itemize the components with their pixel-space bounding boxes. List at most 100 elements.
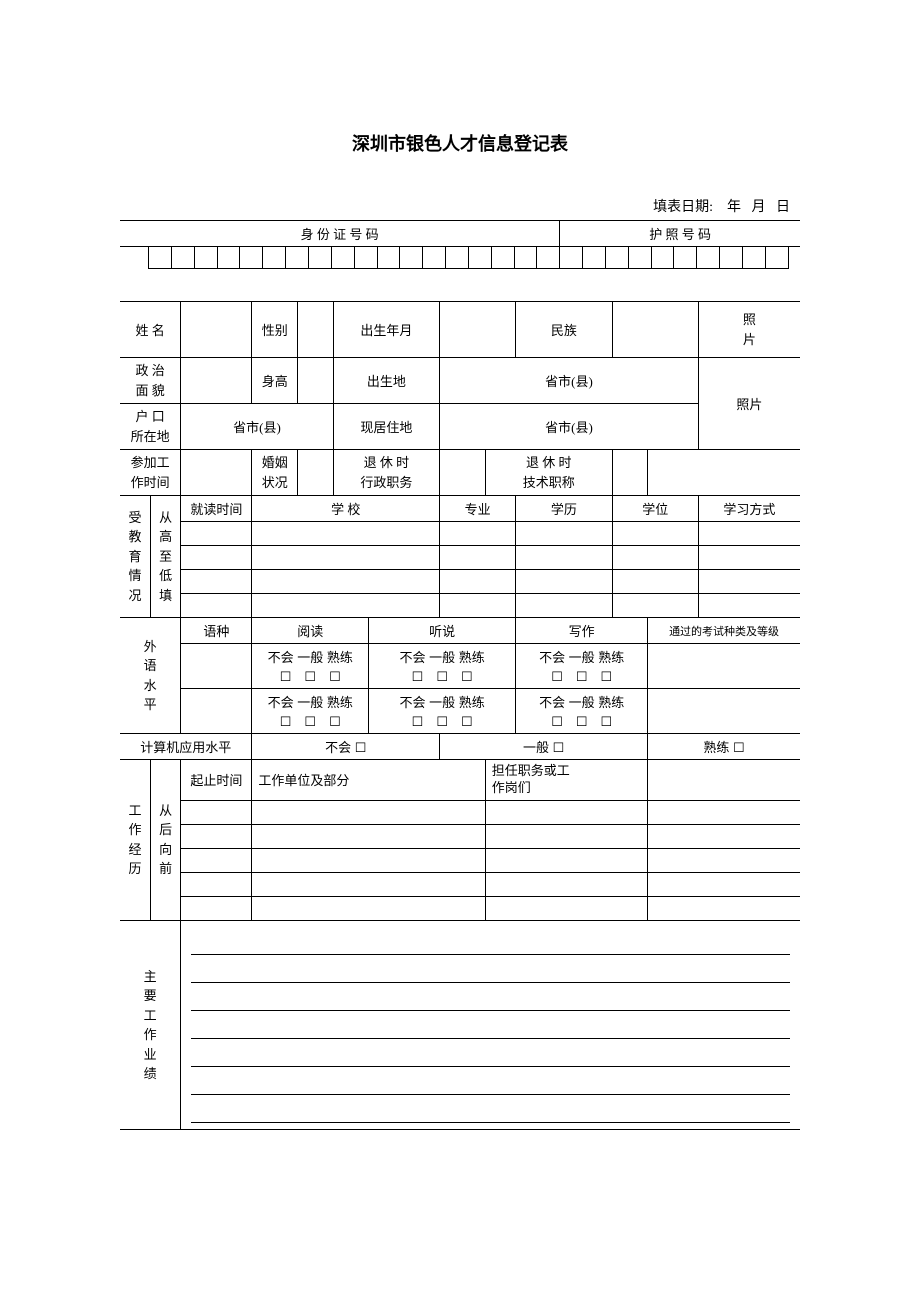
lang-read-boxes[interactable]: 不会 一般 熟练☐ ☐ ☐ <box>252 689 369 734</box>
comp-hi[interactable]: 熟练 ☐ <box>648 734 800 760</box>
lang-type-input[interactable] <box>181 689 252 734</box>
lang-listen-boxes[interactable]: 不会 一般 熟练☐ ☐ ☐ <box>369 644 516 689</box>
id-cell[interactable] <box>400 247 423 269</box>
work-row[interactable] <box>181 824 252 848</box>
id-cell[interactable] <box>263 247 286 269</box>
id-cell[interactable] <box>446 247 469 269</box>
label-gender: 性别 <box>252 302 298 358</box>
photo-area[interactable]: 照片 <box>698 358 800 450</box>
input-dob[interactable] <box>440 302 516 358</box>
lang-write-boxes[interactable]: 不会 一般 熟练☐ ☐ ☐ <box>516 689 648 734</box>
lang-listen-boxes[interactable]: 不会 一般 熟练☐ ☐ ☐ <box>369 689 516 734</box>
passport-cell[interactable] <box>697 247 720 269</box>
work-row[interactable] <box>181 896 252 920</box>
id-cell[interactable] <box>468 247 491 269</box>
id-cell[interactable] <box>171 247 194 269</box>
main-form-table: 姓 名 性别 出生年月 民族 照片 政 治面 貌 身高 出生地 省市(县) 照片… <box>120 301 800 1130</box>
input-extra[interactable] <box>648 450 800 496</box>
id-cell[interactable] <box>240 247 263 269</box>
passport-cell[interactable] <box>765 247 788 269</box>
lang-write-boxes[interactable]: 不会 一般 熟练☐ ☐ ☐ <box>516 644 648 689</box>
lang-exam-input[interactable] <box>648 644 800 689</box>
work-col-extra[interactable] <box>648 760 800 801</box>
id-cell[interactable] <box>491 247 514 269</box>
input-workstart[interactable] <box>181 450 252 496</box>
achievement-line[interactable] <box>191 1011 790 1039</box>
input-name[interactable] <box>181 302 252 358</box>
label-edu-left: 受教育情况 <box>120 496 150 618</box>
label-edu-right: 从高至低填 <box>150 496 180 618</box>
input-marital[interactable] <box>298 450 334 496</box>
achievement-line[interactable] <box>191 1039 790 1067</box>
fill-date-line: 填表日期: 年 月 日 <box>120 196 800 216</box>
label-ethnic: 民族 <box>516 302 612 358</box>
comp-mid[interactable]: 一般 ☐ <box>440 734 648 760</box>
form-title: 深圳市银色人才信息登记表 <box>120 130 800 156</box>
input-residence[interactable]: 省市(县) <box>440 404 699 450</box>
lang-col-listen: 听说 <box>369 618 516 644</box>
lang-exam-input[interactable] <box>648 689 800 734</box>
work-col-unit: 工作单位及部分 <box>252 760 485 801</box>
id-number-table: 身 份 证 号 码 护 照 号 码 <box>120 220 800 269</box>
id-cell[interactable] <box>308 247 331 269</box>
achievement-lines <box>191 927 790 1124</box>
edu-col-major: 专业 <box>440 496 516 522</box>
work-row[interactable] <box>181 872 252 896</box>
edu-row[interactable] <box>181 570 252 594</box>
work-col-post: 担任职务或工作岗们 <box>485 760 647 801</box>
passport-cell[interactable] <box>605 247 628 269</box>
input-hukou[interactable]: 省市(县) <box>181 404 333 450</box>
id-cell[interactable] <box>217 247 240 269</box>
achievement-line[interactable] <box>191 1067 790 1095</box>
id-cell[interactable] <box>423 247 446 269</box>
input-height[interactable] <box>298 358 334 404</box>
label-political: 政 治面 貌 <box>120 358 181 404</box>
work-row[interactable] <box>181 800 252 824</box>
edu-row[interactable] <box>181 522 252 546</box>
lang-type-input[interactable] <box>181 644 252 689</box>
input-political[interactable] <box>181 358 252 404</box>
input-retire-admin[interactable] <box>440 450 486 496</box>
id-cell[interactable] <box>286 247 309 269</box>
label-work-left: 工作经历 <box>120 760 150 921</box>
label-photo: 照片 <box>698 302 800 358</box>
id-cell[interactable] <box>537 247 560 269</box>
id-cell[interactable] <box>514 247 537 269</box>
label-name: 姓 名 <box>120 302 181 358</box>
achievement-line[interactable] <box>191 955 790 983</box>
label-retire-admin: 退 休 时行政职务 <box>333 450 440 496</box>
passport-cell[interactable] <box>720 247 743 269</box>
id-cell[interactable] <box>377 247 400 269</box>
input-gender[interactable] <box>298 302 334 358</box>
edu-row[interactable] <box>181 594 252 618</box>
passport-cell[interactable] <box>651 247 674 269</box>
passport-cell[interactable] <box>743 247 766 269</box>
passport-cell[interactable] <box>628 247 651 269</box>
label-marital: 婚姻状况 <box>252 450 298 496</box>
label-hukou: 户 口所在地 <box>120 404 181 450</box>
id-cell[interactable] <box>331 247 354 269</box>
passport-cell[interactable] <box>560 247 583 269</box>
label-workstart: 参加工作时间 <box>120 450 181 496</box>
passport-cell[interactable] <box>583 247 606 269</box>
achievement-line[interactable] <box>191 927 790 955</box>
id-cell[interactable] <box>149 247 172 269</box>
label-work-right: 从后向前 <box>150 760 180 921</box>
work-row[interactable] <box>181 848 252 872</box>
input-ethnic[interactable] <box>612 302 698 358</box>
lang-col-exam: 通过的考试种类及等级 <box>648 618 800 644</box>
lang-read-boxes[interactable]: 不会 一般 熟练☐ ☐ ☐ <box>252 644 369 689</box>
passport-label: 护 照 号 码 <box>560 221 800 247</box>
label-residence: 现居住地 <box>333 404 440 450</box>
passport-cell[interactable] <box>674 247 697 269</box>
id-cell[interactable] <box>354 247 377 269</box>
edu-col-degree: 学历 <box>516 496 612 522</box>
id-cell[interactable] <box>194 247 217 269</box>
achievement-line[interactable] <box>191 1095 790 1123</box>
achievement-line[interactable] <box>191 983 790 1011</box>
input-birthplace[interactable]: 省市(县) <box>440 358 699 404</box>
edu-row[interactable] <box>181 546 252 570</box>
input-retire-tech[interactable] <box>612 450 648 496</box>
comp-no[interactable]: 不会 ☐ <box>252 734 440 760</box>
label-height: 身高 <box>252 358 298 404</box>
